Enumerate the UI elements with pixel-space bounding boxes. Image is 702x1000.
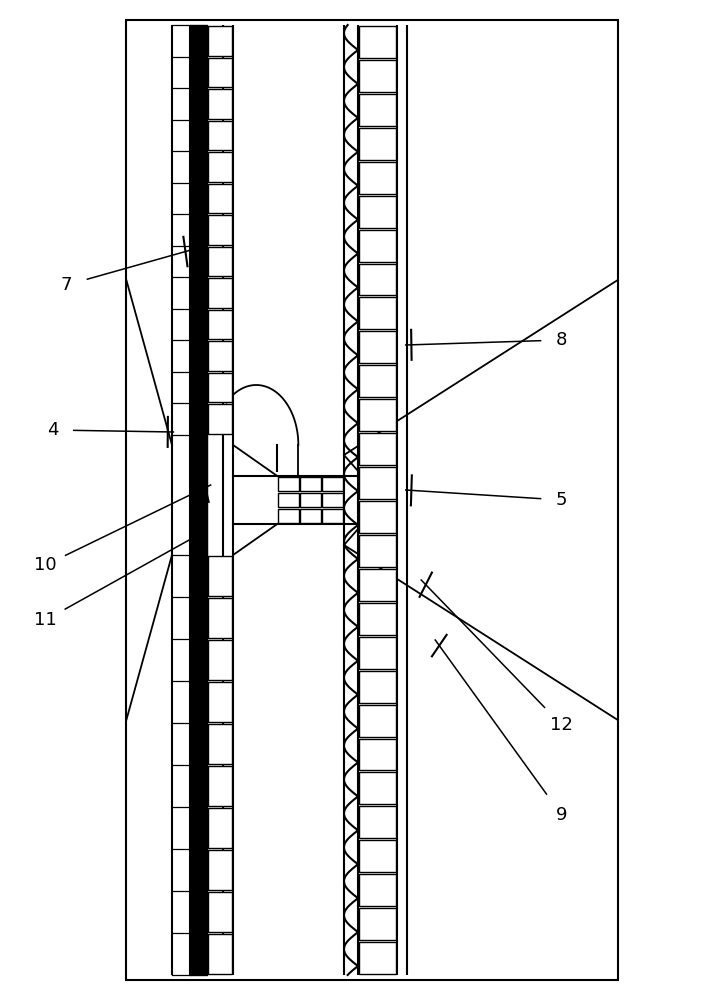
Bar xyxy=(208,598,232,638)
Bar xyxy=(208,278,232,308)
Bar xyxy=(208,247,232,276)
Bar xyxy=(208,310,232,339)
Bar xyxy=(300,509,321,523)
Bar xyxy=(359,162,396,194)
Bar xyxy=(322,477,343,491)
Bar xyxy=(300,493,321,507)
Bar xyxy=(278,477,299,491)
Bar xyxy=(359,772,396,804)
Bar xyxy=(278,509,299,523)
Bar xyxy=(359,263,396,295)
Bar xyxy=(359,705,396,736)
Bar xyxy=(359,331,396,363)
Bar xyxy=(208,121,232,150)
Bar xyxy=(278,493,299,507)
Bar xyxy=(322,493,343,507)
Text: 7: 7 xyxy=(61,276,72,294)
Bar xyxy=(359,603,396,635)
Bar xyxy=(359,671,396,703)
Bar xyxy=(208,556,232,596)
Bar xyxy=(208,89,232,119)
Bar xyxy=(359,26,396,58)
Bar xyxy=(359,840,396,872)
Bar xyxy=(359,365,396,397)
Bar xyxy=(208,341,232,371)
Bar xyxy=(208,766,232,806)
Bar xyxy=(322,509,343,523)
Bar xyxy=(208,373,232,402)
Bar xyxy=(208,808,232,848)
Bar xyxy=(359,433,396,465)
Bar xyxy=(359,569,396,601)
Bar xyxy=(208,892,232,932)
Text: 10: 10 xyxy=(34,556,57,574)
Text: 9: 9 xyxy=(556,806,567,824)
Bar xyxy=(359,874,396,906)
Bar xyxy=(208,724,232,764)
Text: 5: 5 xyxy=(556,491,567,509)
Bar xyxy=(208,640,232,680)
Bar xyxy=(359,60,396,92)
Text: 11: 11 xyxy=(34,611,57,629)
Bar xyxy=(359,501,396,533)
Bar xyxy=(359,399,396,431)
Bar xyxy=(359,196,396,228)
Bar xyxy=(359,908,396,940)
Bar xyxy=(359,637,396,669)
Bar xyxy=(208,404,232,434)
Text: 4: 4 xyxy=(47,421,58,439)
Bar xyxy=(359,94,396,126)
Bar xyxy=(359,128,396,160)
Bar xyxy=(208,26,232,56)
Bar xyxy=(208,152,232,182)
Text: 8: 8 xyxy=(556,331,567,349)
Bar xyxy=(359,942,396,974)
Bar xyxy=(359,535,396,567)
Bar xyxy=(126,20,618,980)
Bar xyxy=(208,682,232,722)
Bar xyxy=(208,215,232,245)
Bar xyxy=(208,184,232,213)
Bar xyxy=(359,738,396,770)
Bar xyxy=(208,934,232,974)
Bar xyxy=(359,467,396,499)
Bar xyxy=(359,297,396,329)
Bar xyxy=(359,230,396,262)
Bar xyxy=(300,477,321,491)
Text: 12: 12 xyxy=(550,716,573,734)
Bar xyxy=(359,806,396,838)
Bar xyxy=(208,58,232,87)
Bar xyxy=(208,850,232,890)
